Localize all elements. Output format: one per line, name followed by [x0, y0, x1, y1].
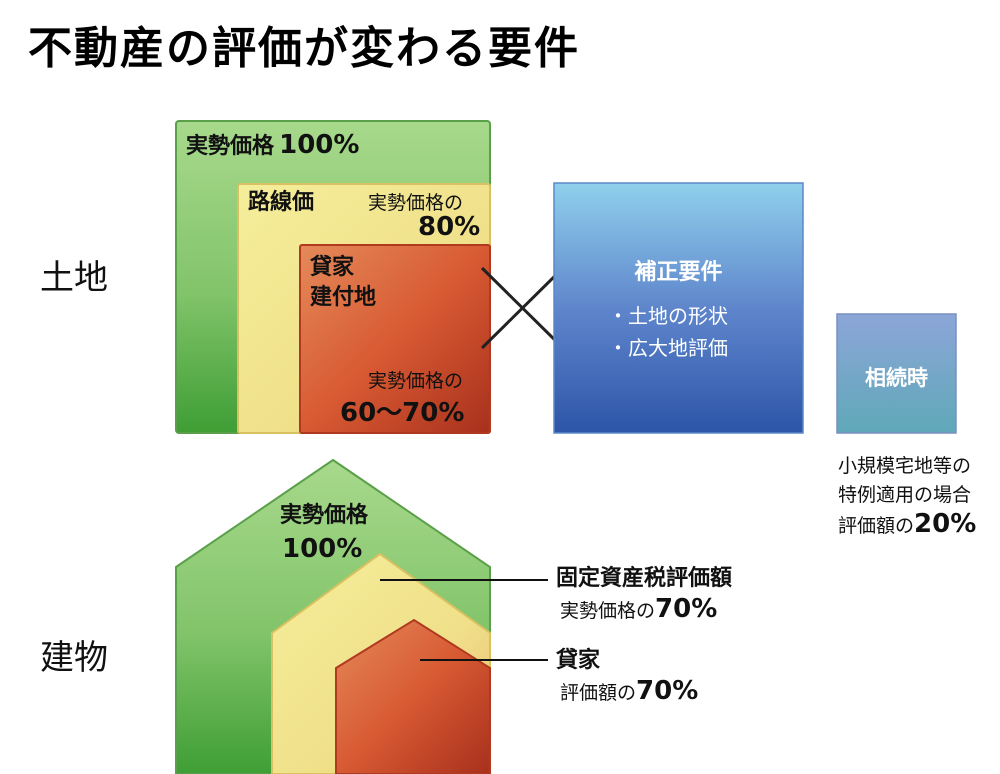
land-route-ref: 実勢価格の — [368, 192, 464, 214]
building-rented-house — [335, 618, 491, 774]
correction-box — [553, 182, 804, 434]
land-rented-value: 60～70% — [340, 398, 465, 428]
inheritance-box-label: 相続時 — [865, 366, 928, 390]
inheritance-note-line3: 評価額の20% — [838, 510, 976, 541]
page-title: 不動産の評価が変わる要件 — [28, 23, 580, 74]
building-market-value: 100% — [282, 534, 363, 564]
land-label: 土地 — [40, 258, 108, 298]
land-route-value: 80% — [418, 212, 481, 242]
building-rented-ref: 評価額の — [560, 682, 637, 704]
correction-title: 補正要件 — [634, 260, 723, 285]
building-fixedtax-detail: 実勢価格の70% — [560, 594, 717, 624]
land-market-name: 実勢価格 — [186, 134, 275, 159]
building-rented-value: 70% — [636, 676, 699, 706]
land-market-label: 実勢価格 100% — [186, 130, 359, 160]
building-rented-detail: 評価額の70% — [560, 676, 698, 706]
building-fixedtax-ref: 実勢価格の — [560, 600, 656, 622]
inheritance-box — [836, 313, 957, 434]
inheritance-note-line1: 小規模宅地等の — [838, 455, 972, 477]
land-market-value: 100% — [279, 130, 360, 160]
land-rented-name2: 建付地 — [310, 285, 377, 310]
inheritance-note-ref: 評価額の — [838, 515, 915, 537]
inheritance-note-line2: 特例適用の場合 — [838, 484, 972, 506]
inheritance-note: 小規模宅地等の 特例適用の場合 評価額の20% — [838, 452, 976, 541]
inheritance-value: 20% — [914, 509, 977, 539]
land-route-name: 路線価 — [248, 190, 315, 215]
land-rented-ref: 実勢価格の — [368, 370, 464, 392]
building-fixedtax-name: 固定資産税評価額 — [556, 566, 733, 591]
correction-item-large-land: ・広大地評価 — [608, 336, 728, 360]
building-rented-name: 貸家 — [556, 648, 601, 673]
correction-list: ・土地の形状 ・広大地評価 — [608, 300, 728, 364]
land-rented-name1: 貸家 — [310, 255, 355, 280]
correction-item-shape: ・土地の形状 — [608, 304, 728, 328]
building-fixedtax-value: 70% — [655, 594, 718, 624]
building-market-name: 実勢価格 — [280, 503, 369, 528]
building-label: 建物 — [40, 638, 108, 678]
